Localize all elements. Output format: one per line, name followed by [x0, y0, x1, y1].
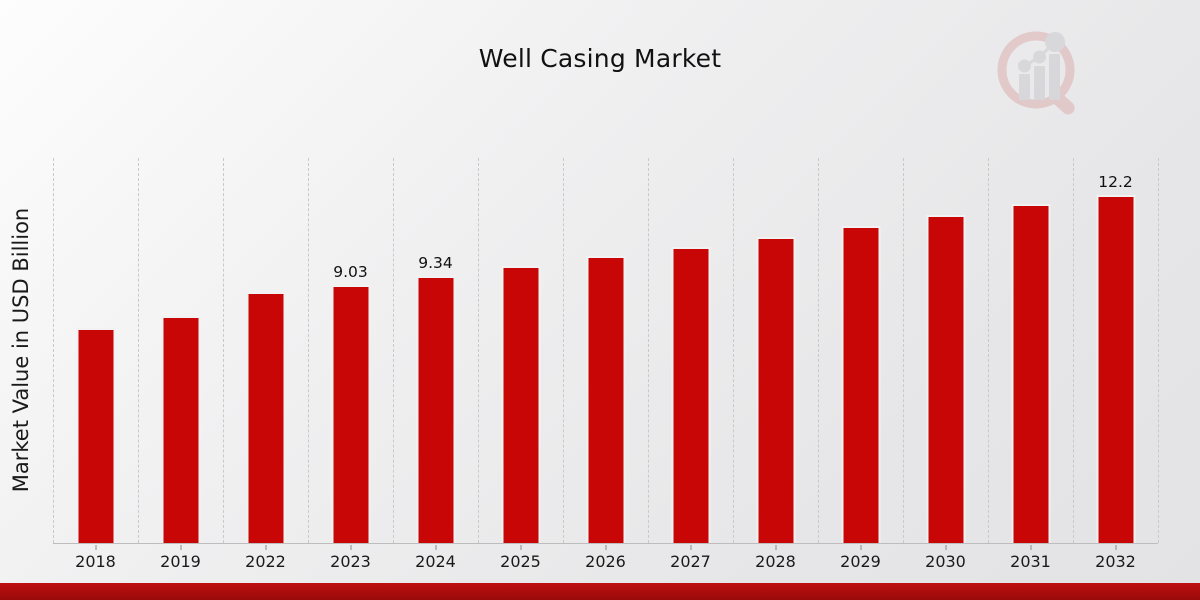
- vertical-gridline: [223, 158, 224, 543]
- x-axis-tick: [180, 545, 181, 550]
- vertical-gridline: [138, 158, 139, 543]
- bar-value-label-2032: 12.2: [1098, 173, 1133, 191]
- x-axis-tick: [1030, 545, 1031, 550]
- x-axis-tick: [265, 545, 266, 550]
- bar-value-label-2023: 9.03: [333, 263, 368, 281]
- bar-2019: [161, 316, 200, 543]
- bar-2029: [841, 226, 880, 543]
- bar-2018: [76, 328, 115, 543]
- x-axis-label-2027: 2027: [670, 552, 711, 571]
- x-axis-tick: [775, 545, 776, 550]
- x-axis-label-2026: 2026: [585, 552, 626, 571]
- vertical-gridline: [648, 158, 649, 543]
- x-axis-label-2030: 2030: [925, 552, 966, 571]
- vertical-gridline: [563, 158, 564, 543]
- x-axis-label-2032: 2032: [1095, 552, 1136, 571]
- vertical-gridline: [393, 158, 394, 543]
- x-axis-tick: [95, 545, 96, 550]
- y-axis-label: Market Value in USD Billion: [9, 207, 33, 493]
- x-axis-label-2031: 2031: [1010, 552, 1051, 571]
- x-axis-label-2028: 2028: [755, 552, 796, 571]
- bar-2030: [926, 215, 965, 543]
- vertical-gridline: [53, 158, 54, 543]
- bar-2026: [586, 256, 625, 543]
- x-axis-label-2024: 2024: [415, 552, 456, 571]
- bar-2031: [1011, 204, 1050, 543]
- x-axis-tick: [435, 545, 436, 550]
- x-axis-tick: [860, 545, 861, 550]
- plot-area: 2018 2019 2022 9.03 2023 9.34 2024 2025 2026 2027…: [53, 158, 1159, 571]
- x-axis-label-2022: 2022: [245, 552, 286, 571]
- x-axis-label-2018: 2018: [75, 552, 116, 571]
- vertical-gridline: [478, 158, 479, 543]
- bar-2027: [671, 247, 710, 543]
- x-axis-tick: [1115, 545, 1116, 550]
- vertical-gridline: [733, 158, 734, 543]
- chart-title: Well Casing Market: [478, 44, 722, 73]
- bar-value-label-2024: 9.34: [418, 254, 453, 272]
- vertical-gridline: [308, 158, 309, 543]
- x-axis-tick: [945, 545, 946, 550]
- vertical-gridline: [903, 158, 904, 543]
- footer-accent-bar: [0, 583, 1200, 600]
- x-axis-label-2023: 2023: [330, 552, 371, 571]
- x-axis-tick: [520, 545, 521, 550]
- bar-2028: [756, 237, 795, 543]
- magnifier-bar-chart-logo-icon: [997, 31, 1075, 115]
- bar-2032: [1096, 195, 1135, 543]
- bar-2023: [331, 285, 370, 543]
- vertical-gridline: [1073, 158, 1074, 543]
- bar-2024: [416, 276, 455, 543]
- vertical-gridline: [818, 158, 819, 543]
- x-axis-tick: [605, 545, 606, 550]
- vertical-gridline: [988, 158, 989, 543]
- x-axis-label-2025: 2025: [500, 552, 541, 571]
- x-axis-label-2019: 2019: [160, 552, 201, 571]
- x-axis-label-2029: 2029: [840, 552, 881, 571]
- vertical-gridline: [1158, 158, 1159, 543]
- bar-2025: [501, 266, 540, 543]
- x-axis-tick: [690, 545, 691, 550]
- x-axis-tick: [350, 545, 351, 550]
- bar-2022: [246, 292, 285, 543]
